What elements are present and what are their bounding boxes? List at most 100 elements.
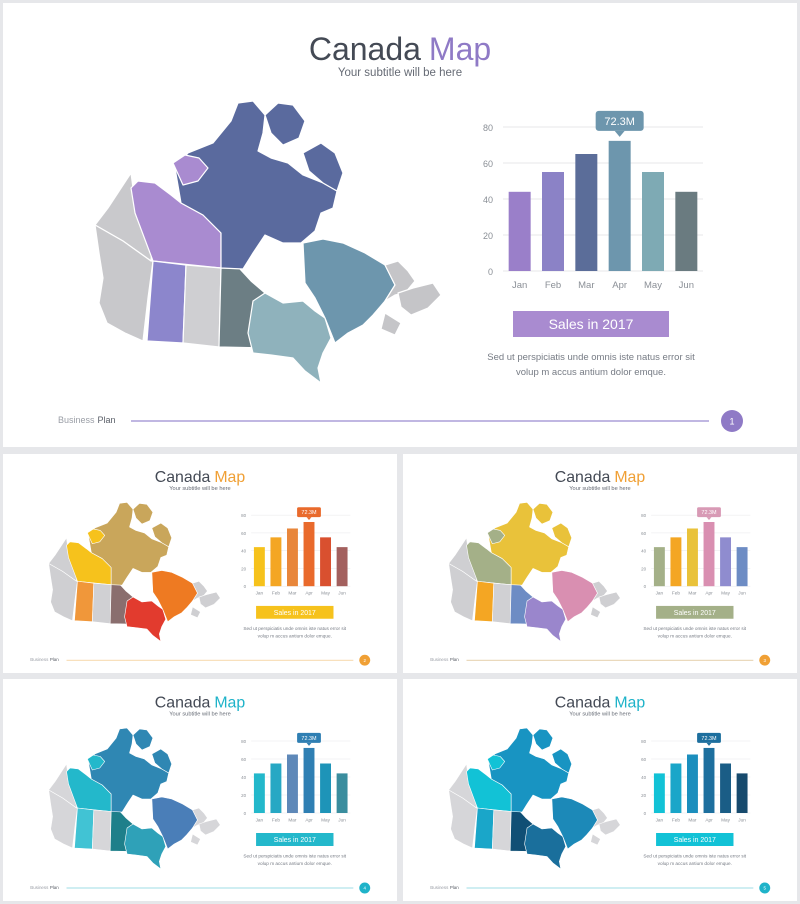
bar-apr[interactable] — [303, 521, 315, 587]
map-region-quebec[interactable] — [551, 570, 598, 622]
slide-3[interactable]: Canada Map Your subtitle will be here 0 20 40… — [403, 454, 797, 673]
map-region-bc[interactable] — [48, 563, 78, 622]
page-number-badge[interactable] — [721, 410, 743, 432]
map-region-alberta[interactable] — [474, 580, 495, 622]
map-region-sask[interactable] — [92, 809, 112, 852]
bar-jan[interactable] — [253, 773, 265, 813]
bar-feb[interactable] — [270, 537, 282, 587]
map-region-westislands[interactable] — [487, 528, 506, 545]
y-tick-label: 20 — [641, 793, 646, 798]
bar-jan[interactable] — [653, 773, 665, 813]
map-region-bc[interactable] — [448, 563, 478, 622]
bar-jan[interactable] — [253, 547, 265, 587]
slide-1[interactable]: Canada Map Your subtitle will be here 0 20 40… — [3, 3, 797, 447]
map-region-sask[interactable] — [182, 264, 222, 348]
x-tick-label: Jan — [656, 817, 664, 823]
page-number-badge[interactable] — [359, 882, 371, 894]
slide-4[interactable]: Canada Map Your subtitle will be here 0 20 40… — [3, 679, 397, 901]
map-region-ontario[interactable] — [247, 292, 332, 384]
map-region-quebec[interactable] — [551, 796, 598, 850]
map-region-nova[interactable] — [590, 833, 601, 846]
map-region-islands[interactable] — [532, 503, 554, 525]
subtitle: Your subtitle will be here — [569, 486, 630, 492]
bar-apr[interactable] — [703, 521, 715, 587]
page-number-badge[interactable] — [759, 654, 771, 666]
slide-2[interactable]: Canada Map Your subtitle will be here 0 20 40… — [3, 454, 397, 673]
map-region-nfld[interactable] — [598, 591, 621, 609]
map-region-alberta[interactable] — [74, 580, 95, 622]
map-region-ontario[interactable] — [124, 823, 167, 870]
map-region-islands[interactable] — [132, 728, 154, 751]
map-region-nfld[interactable] — [198, 591, 221, 609]
bar-apr[interactable] — [303, 747, 315, 813]
map-region-ontario[interactable] — [524, 596, 567, 642]
bar-jun[interactable] — [675, 191, 698, 271]
bar-feb[interactable] — [670, 537, 682, 587]
map-region-nfld[interactable] — [598, 818, 621, 836]
map-region-sask[interactable] — [492, 582, 512, 624]
map-region-islands[interactable] — [264, 102, 306, 146]
bar-may[interactable] — [720, 537, 732, 587]
bar-jun[interactable] — [736, 547, 748, 587]
map-region-westislands[interactable] — [487, 754, 506, 771]
bar-jun[interactable] — [736, 773, 748, 813]
map-region-alberta[interactable] — [74, 807, 95, 850]
map-region-islands[interactable] — [532, 728, 554, 751]
map-region-alberta[interactable] — [474, 807, 495, 850]
map-region-alberta[interactable] — [146, 260, 187, 344]
bar-jun[interactable] — [336, 773, 348, 813]
map-region-nfld[interactable] — [198, 818, 221, 836]
map-region-ontario[interactable] — [524, 823, 567, 870]
map-region-baffin[interactable] — [151, 748, 173, 774]
map-region-nova[interactable] — [590, 606, 601, 619]
page-number-badge[interactable] — [359, 654, 371, 666]
bar-feb[interactable] — [670, 763, 682, 814]
y-tick-label: 40 — [641, 775, 646, 780]
bar-may[interactable] — [720, 763, 732, 814]
map-region-baffin[interactable] — [551, 748, 573, 774]
y-tick-label: 80 — [241, 513, 246, 518]
page-number-badge[interactable] — [759, 882, 771, 894]
map-region-baffin[interactable] — [151, 522, 173, 548]
bar-jan[interactable] — [653, 547, 665, 587]
bar-may[interactable] — [320, 763, 332, 814]
bar-apr[interactable] — [703, 747, 715, 813]
map-region-westislands[interactable] — [172, 154, 209, 186]
slide-5[interactable]: Canada Map Your subtitle will be here 0 20 40… — [403, 679, 797, 901]
map-region-nova[interactable] — [190, 606, 201, 619]
bar-mar[interactable] — [575, 154, 598, 271]
bar-mar[interactable] — [287, 528, 298, 587]
map-region-sask[interactable] — [92, 582, 112, 624]
map-region-islands[interactable] — [132, 503, 154, 525]
footer-label: BusinessPlan — [30, 657, 59, 662]
map-region-nfld[interactable] — [397, 282, 442, 316]
map-region-baffin[interactable] — [302, 142, 344, 192]
map-region-quebec[interactable] — [151, 570, 198, 622]
map-region-bc[interactable] — [448, 789, 478, 849]
bar-mar[interactable] — [687, 528, 698, 587]
map-region-bc[interactable] — [94, 224, 154, 342]
bar-feb[interactable] — [542, 172, 564, 271]
map-region-nova[interactable] — [190, 833, 201, 846]
map-region-westislands[interactable] — [87, 754, 106, 771]
bar-mar[interactable] — [687, 754, 698, 814]
x-tick-label: Mar — [688, 591, 697, 596]
map-region-nova[interactable] — [380, 312, 402, 336]
bar-may[interactable] — [642, 172, 664, 271]
map-region-quebec[interactable] — [302, 238, 396, 344]
description-line-1: Sed ut perspiciatis unde omnis iste natu… — [643, 626, 746, 631]
bar-feb[interactable] — [270, 763, 282, 814]
bar-mar[interactable] — [287, 754, 298, 814]
bar-apr[interactable] — [608, 140, 631, 271]
map-region-quebec[interactable] — [151, 796, 198, 850]
bar-may[interactable] — [320, 537, 332, 587]
bar-jan[interactable] — [508, 191, 531, 271]
map-region-bc[interactable] — [48, 789, 78, 849]
map-region-ontario[interactable] — [124, 596, 167, 642]
map-region-sask[interactable] — [492, 809, 512, 852]
bar-jun[interactable] — [336, 547, 348, 587]
map-region-baffin[interactable] — [551, 522, 573, 548]
callout-value: 72.3M — [301, 510, 317, 516]
x-tick-label: Jun — [679, 280, 694, 291]
map-region-westislands[interactable] — [87, 528, 106, 545]
